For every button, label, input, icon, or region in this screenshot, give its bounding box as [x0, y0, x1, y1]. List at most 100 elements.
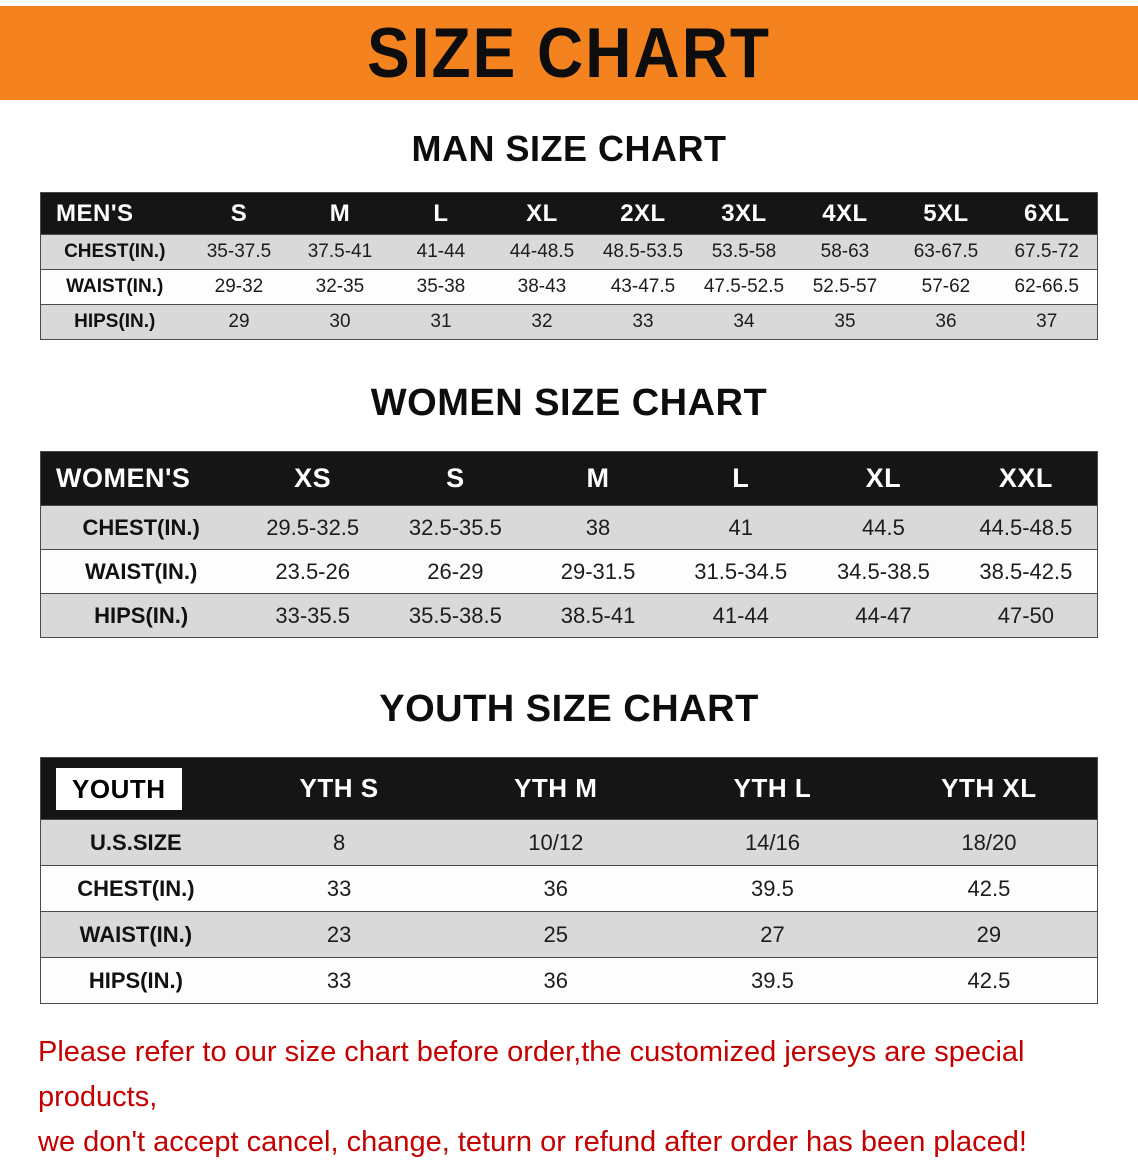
measurement-value: 31 — [390, 304, 492, 340]
size-column-header: YTH S — [230, 757, 448, 820]
measurement-row: HIPS(IN.) 33 36 39.5 42.5 — [40, 957, 1098, 1004]
measurement-value: 42.5 — [880, 957, 1098, 1004]
measurement-label: WAIST(IN.) — [40, 911, 231, 958]
youth-size-table: YOUTH YTH S YTH M YTH L YTH XL U.S.SIZE 8 10/1… — [40, 757, 1098, 1004]
measurement-row: HIPS(IN.) 29 30 31 32 33 34 35 36 37 — [40, 304, 1098, 340]
measurement-value: 58-63 — [794, 234, 896, 270]
measurement-row: CHEST(IN.) 29.5-32.5 32.5-35.5 38 41 44.5 44.5… — [40, 505, 1098, 550]
measurement-value: 29-32 — [188, 269, 290, 305]
measurement-value: 35-37.5 — [188, 234, 290, 270]
measurement-label: CHEST(IN.) — [40, 505, 242, 550]
table-category-label: MEN'S — [40, 192, 189, 235]
measurement-value: 36 — [447, 865, 665, 912]
measurement-value: 33-35.5 — [241, 593, 385, 638]
youth-size-chart-section: YOUTH SIZE CHART YOUTH YTH S YTH M YTH L YTH… — [0, 688, 1138, 1004]
measurement-row: HIPS(IN.) 33-35.5 35.5-38.5 38.5-41 41-44 44-… — [40, 593, 1098, 638]
size-column-header: XL — [491, 192, 593, 235]
measurement-value: 41 — [669, 505, 813, 550]
measurement-value: 44-47 — [812, 593, 955, 638]
size-column-header: 6XL — [996, 192, 1098, 235]
size-column-header: YTH M — [447, 757, 665, 820]
measurement-value: 39.5 — [664, 865, 881, 912]
measurement-value: 29-31.5 — [526, 549, 670, 594]
measurement-value: 18/20 — [880, 819, 1098, 866]
measurement-value: 47-50 — [954, 593, 1098, 638]
youth-section-heading: YOUTH SIZE CHART — [379, 688, 759, 730]
page-title: SIZE CHART — [367, 13, 771, 93]
table-category-label-box: YOUTH — [56, 767, 182, 810]
measurement-label: HIPS(IN.) — [40, 304, 189, 340]
size-column-header: L — [390, 192, 492, 235]
measurement-value: 34 — [693, 304, 795, 340]
size-column-header: XL — [812, 451, 955, 506]
measurement-row: WAIST(IN.) 23 25 27 29 — [40, 911, 1098, 958]
measurement-value: 23 — [230, 911, 448, 958]
measurement-label: HIPS(IN.) — [40, 593, 242, 638]
measurement-value: 23.5-26 — [241, 549, 385, 594]
measurement-value: 30 — [289, 304, 391, 340]
disclaimer-line-2: we don't accept cancel, change, teturn o… — [38, 1125, 1027, 1158]
measurement-value: 32-35 — [289, 269, 391, 305]
men-size-chart-section: MAN SIZE CHART MEN'S S M L XL 2XL 3XL 4XL 5XL 6XL… — [0, 128, 1138, 340]
measurement-value: 27 — [664, 911, 881, 958]
size-column-header: 3XL — [693, 192, 795, 235]
measurement-value: 44.5-48.5 — [954, 505, 1098, 550]
measurement-value: 41-44 — [669, 593, 813, 638]
measurement-value: 35 — [794, 304, 896, 340]
table-category-label: WOMEN'S — [40, 451, 242, 506]
size-column-header: L — [669, 451, 813, 506]
disclaimer: Please refer to our size chart before or… — [0, 1030, 1138, 1165]
measurement-value: 32.5-35.5 — [384, 505, 527, 550]
size-column-header: S — [384, 451, 527, 506]
measurement-value: 29 — [188, 304, 290, 340]
size-column-header: YTH XL — [880, 757, 1098, 820]
measurement-value: 36 — [895, 304, 997, 340]
disclaimer-line-1: Please refer to our size chart before or… — [38, 1036, 1025, 1113]
measurement-value: 33 — [592, 304, 694, 340]
measurement-value: 33 — [230, 865, 448, 912]
measurement-value: 29.5-32.5 — [241, 505, 385, 550]
measurement-value: 48.5-53.5 — [592, 234, 694, 270]
measurement-value: 33 — [230, 957, 448, 1004]
measurement-value: 36 — [447, 957, 665, 1004]
banner: SIZE CHART — [0, 6, 1138, 100]
measurement-row: WAIST(IN.) 29-32 32-35 35-38 38-43 43-47.5 47.… — [40, 269, 1098, 305]
women-section-heading: WOMEN SIZE CHART — [370, 382, 768, 424]
measurement-value: 63-67.5 — [895, 234, 997, 270]
measurement-value: 39.5 — [664, 957, 881, 1004]
measurement-value: 8 — [230, 819, 448, 866]
table-header-row: WOMEN'S XS S M L XL XXL — [40, 451, 1098, 506]
size-column-header: S — [188, 192, 290, 235]
measurement-value: 34.5-38.5 — [812, 549, 955, 594]
measurement-label: HIPS(IN.) — [40, 957, 231, 1004]
size-column-header: 2XL — [592, 192, 694, 235]
size-column-header: XS — [241, 451, 385, 506]
measurement-label: CHEST(IN.) — [40, 865, 231, 912]
measurement-value: 37.5-41 — [289, 234, 391, 270]
measurement-row: CHEST(IN.) 33 36 39.5 42.5 — [40, 865, 1098, 912]
measurement-value: 35-38 — [390, 269, 492, 305]
size-column-header: YTH L — [664, 757, 881, 820]
measurement-label: WAIST(IN.) — [40, 549, 242, 594]
measurement-value: 38.5-42.5 — [954, 549, 1098, 594]
measurement-value: 47.5-52.5 — [693, 269, 795, 305]
table-body: CHEST(IN.) 29.5-32.5 32.5-35.5 38 41 44.5 44.5… — [40, 505, 1098, 638]
measurement-value: 62-66.5 — [996, 269, 1098, 305]
table-header-row: MEN'S S M L XL 2XL 3XL 4XL 5XL 6XL — [40, 192, 1098, 235]
measurement-value: 26-29 — [384, 549, 527, 594]
measurement-row: U.S.SIZE 8 10/12 14/16 18/20 — [40, 819, 1098, 866]
measurement-value: 32 — [491, 304, 593, 340]
men-size-table: MEN'S S M L XL 2XL 3XL 4XL 5XL 6XL CHEST(IN.) 35-3… — [40, 192, 1098, 340]
measurement-value: 29 — [880, 911, 1098, 958]
measurement-value: 43-47.5 — [592, 269, 694, 305]
measurement-value: 35.5-38.5 — [384, 593, 527, 638]
size-column-header: 4XL — [794, 192, 896, 235]
measurement-value: 41-44 — [390, 234, 492, 270]
measurement-label: WAIST(IN.) — [40, 269, 189, 305]
measurement-value: 38 — [526, 505, 670, 550]
table-category-label: YOUTH — [40, 757, 231, 820]
size-column-header: 5XL — [895, 192, 997, 235]
measurement-value: 31.5-34.5 — [669, 549, 813, 594]
table-header-row: YOUTH YTH S YTH M YTH L YTH XL — [40, 757, 1098, 820]
measurement-row: WAIST(IN.) 23.5-26 26-29 29-31.5 31.5-34.5 34… — [40, 549, 1098, 594]
